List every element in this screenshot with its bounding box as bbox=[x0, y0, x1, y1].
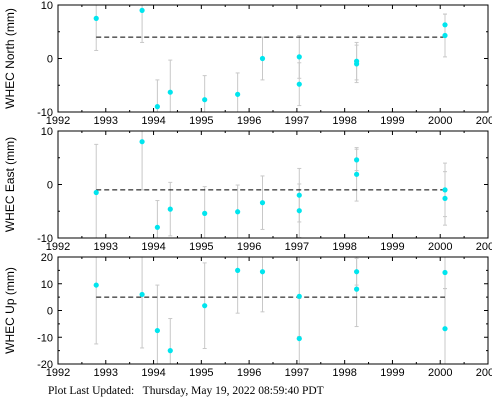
data-point bbox=[235, 209, 241, 215]
x-tick-label: 1996 bbox=[237, 367, 261, 379]
data-point bbox=[442, 195, 448, 202]
y-tick-label: -20 bbox=[37, 359, 53, 371]
data-point bbox=[442, 22, 448, 28]
data-point bbox=[154, 224, 160, 230]
data-point bbox=[442, 187, 448, 193]
y-tick-label: 10 bbox=[41, 279, 53, 291]
x-tick-label: 2001 bbox=[476, 367, 492, 379]
y-tick-label: 10 bbox=[41, 0, 53, 12]
x-tick-label: 1999 bbox=[380, 241, 404, 253]
x-tick-label: 1994 bbox=[141, 367, 165, 379]
data-point bbox=[154, 104, 160, 110]
x-tick-label: 1992 bbox=[46, 241, 70, 253]
x-tick-label: 1993 bbox=[94, 241, 118, 253]
data-point bbox=[296, 335, 302, 342]
x-tick-label: 2000 bbox=[428, 241, 452, 253]
data-point bbox=[202, 303, 208, 309]
data-point bbox=[442, 269, 448, 276]
data-point bbox=[296, 54, 302, 60]
y-tick-label: 0 bbox=[47, 180, 53, 192]
data-point bbox=[354, 286, 360, 292]
data-point bbox=[202, 210, 208, 216]
x-tick-label: 1993 bbox=[94, 367, 118, 379]
data-point bbox=[93, 282, 99, 288]
plot-frame bbox=[57, 256, 489, 365]
data-point bbox=[354, 157, 360, 163]
y-tick-label: 10 bbox=[41, 126, 53, 138]
x-tick-label: 1998 bbox=[332, 115, 356, 127]
x-tick-label: 1997 bbox=[285, 367, 309, 379]
up-panel: 1992199319941995199619971998199920002001… bbox=[3, 252, 492, 379]
data-point bbox=[296, 81, 302, 87]
data-point bbox=[139, 139, 145, 145]
y-tick-label: 0 bbox=[47, 306, 53, 318]
data-point bbox=[93, 189, 99, 196]
data-point bbox=[259, 269, 266, 275]
data-point bbox=[442, 326, 448, 332]
data-point bbox=[259, 55, 266, 62]
data-point bbox=[442, 32, 448, 39]
y-tick-label: -10 bbox=[37, 107, 53, 119]
y-axis-label: WHEC Up (mm) bbox=[3, 267, 17, 354]
x-tick-label: 1996 bbox=[237, 241, 261, 253]
x-tick-label: 1999 bbox=[380, 367, 404, 379]
north-panel: 1992 1993 1994 1995 1996 1997 1998 1999 2000 2001… bbox=[3, 0, 492, 127]
x-tick-label: 1993 bbox=[94, 115, 118, 127]
y-tick-label: 0 bbox=[47, 54, 53, 66]
x-tick-label: 1997 bbox=[285, 115, 309, 127]
data-point bbox=[259, 200, 266, 206]
x-tick-label: 2001 bbox=[476, 115, 492, 127]
data-point bbox=[235, 267, 241, 273]
data-point bbox=[202, 97, 208, 103]
y-axis-label: WHEC East (mm) bbox=[3, 137, 17, 232]
y-tick-label: -10 bbox=[37, 233, 53, 245]
x-tick-label: 1994 bbox=[141, 115, 165, 127]
x-tick-label: 1997 bbox=[285, 241, 309, 253]
data-point bbox=[154, 327, 160, 334]
y-tick-label: 20 bbox=[41, 252, 53, 264]
x-tick-label: 1996 bbox=[237, 115, 261, 127]
data-point bbox=[354, 171, 360, 177]
x-tick-label: 2001 bbox=[476, 241, 492, 253]
data-point bbox=[167, 206, 173, 212]
footer-timestamp: Thursday, May 19, 2022 08:59:40 PDT bbox=[142, 385, 324, 397]
y-tick-label: -10 bbox=[37, 332, 53, 344]
x-tick-label: 1994 bbox=[141, 241, 165, 253]
footer-label: Plot Last Updated: bbox=[48, 385, 135, 397]
data-point bbox=[139, 7, 145, 13]
data-point bbox=[296, 192, 302, 198]
x-tick-label: 2000 bbox=[428, 367, 452, 379]
y-axis-label: WHEC North (mm) bbox=[3, 8, 17, 109]
x-tick-label: 1992 bbox=[46, 115, 70, 127]
data-point bbox=[296, 293, 302, 299]
data-point bbox=[354, 61, 360, 67]
x-tick-label: 1998 bbox=[332, 241, 356, 253]
x-tick-label: 1995 bbox=[189, 115, 213, 127]
data-point bbox=[296, 208, 302, 214]
x-tick-label: 1998 bbox=[332, 367, 356, 379]
footer-last-updated: Plot Last Updated: Thursday, May 19, 202… bbox=[48, 385, 324, 397]
data-point bbox=[167, 89, 173, 95]
plot-frame bbox=[57, 130, 489, 239]
x-tick-label: 1992 bbox=[46, 367, 70, 379]
data-point bbox=[167, 348, 173, 354]
x-tick-label: 1995 bbox=[189, 367, 213, 379]
x-tick-label: 2000 bbox=[428, 115, 452, 127]
data-point bbox=[354, 269, 360, 275]
data-point bbox=[235, 91, 241, 97]
x-tick-label: 1995 bbox=[189, 241, 213, 253]
x-tick-label: 1999 bbox=[380, 115, 404, 127]
data-point bbox=[139, 291, 145, 298]
plot-frame bbox=[57, 4, 489, 113]
data-point bbox=[93, 15, 99, 21]
east-panel: 1992 1993 1994 1995 1996 1997 1998 1999 2000 2001… bbox=[3, 126, 492, 253]
